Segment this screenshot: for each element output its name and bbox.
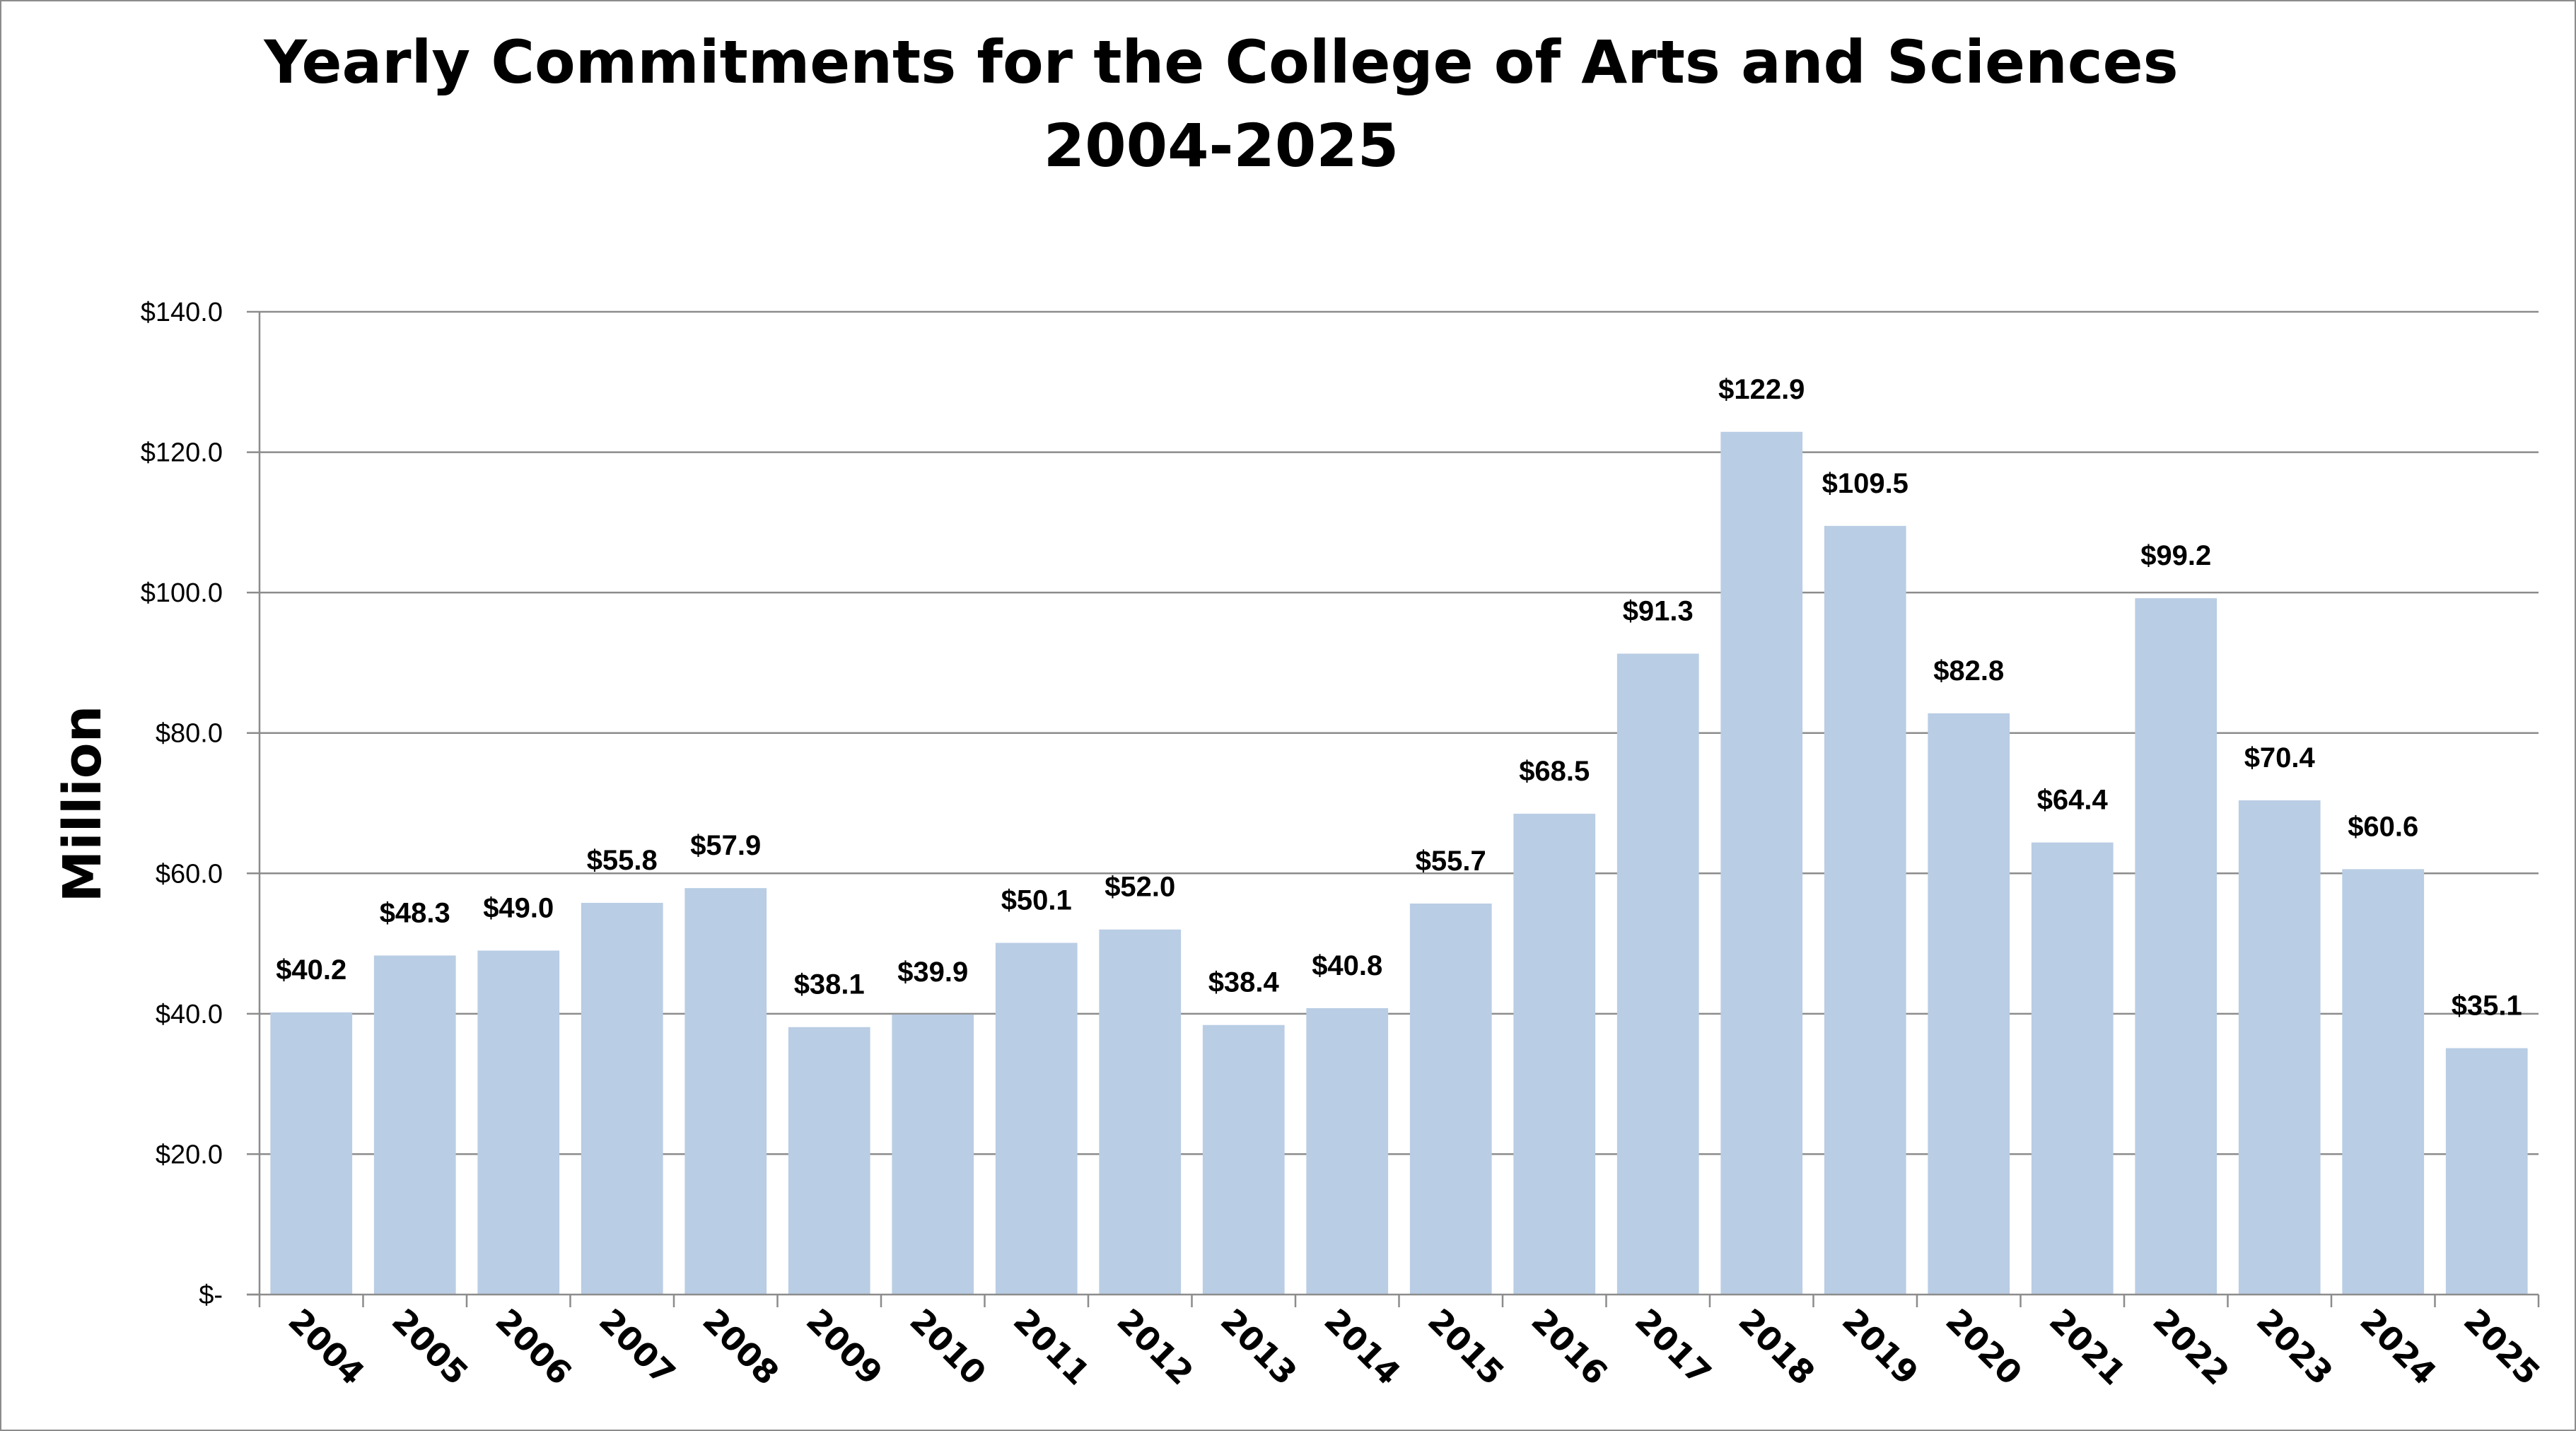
x-tick-label: 2010 [902, 1302, 993, 1393]
x-tick-label: 2017 [1628, 1302, 1719, 1393]
bar [995, 942, 1078, 1295]
x-tick-label: 2005 [385, 1302, 476, 1393]
data-label: $39.9 [897, 957, 968, 988]
x-tick-label: 2023 [2249, 1302, 2341, 1393]
bar [2445, 1048, 2528, 1295]
y-tick-label: $100.0 [141, 578, 223, 608]
data-label: $55.8 [587, 845, 658, 876]
bar [1409, 903, 1492, 1295]
x-tick-label: 2008 [695, 1302, 786, 1393]
data-label: $38.1 [794, 969, 865, 1000]
bar [1306, 1007, 1389, 1295]
y-tick-label: $60.0 [156, 859, 223, 889]
x-tick-label: 2016 [1524, 1302, 1615, 1393]
x-tick-label: 2015 [1421, 1302, 1512, 1393]
data-label: $50.1 [1001, 885, 1072, 916]
data-label: $109.5 [1822, 468, 1908, 499]
bar [373, 955, 456, 1295]
data-label: $40.8 [1312, 950, 1382, 981]
bar [684, 888, 767, 1295]
bar [892, 1014, 974, 1295]
x-tick-label: 2014 [1317, 1302, 1408, 1393]
data-label: $64.4 [2037, 785, 2109, 816]
x-tick-label: 2022 [2145, 1302, 2237, 1393]
bar [270, 1012, 353, 1295]
y-tick-label: $120.0 [141, 438, 223, 468]
data-label: $122.9 [1718, 374, 1805, 405]
y-tick-label: $40.0 [156, 1000, 223, 1029]
chart-title: Yearly Commitments for the College of Ar… [264, 28, 2179, 97]
bar [1616, 653, 1699, 1295]
x-tick-label: 2011 [1006, 1302, 1097, 1393]
bar [1513, 813, 1596, 1295]
data-label: $40.2 [276, 954, 346, 986]
x-tick-label: 2012 [1109, 1302, 1201, 1393]
x-tick-label: 2013 [1213, 1302, 1305, 1393]
data-label: $60.6 [2348, 811, 2418, 842]
data-label: $49.0 [483, 893, 554, 924]
data-label: $99.2 [2140, 540, 2211, 571]
y-tick-label: $20.0 [156, 1140, 223, 1169]
bar [1720, 431, 1803, 1295]
data-label: $48.3 [380, 897, 450, 928]
bar [477, 950, 560, 1295]
chart-subtitle: 2004-2025 [1043, 111, 1399, 180]
data-label: $55.7 [1416, 846, 1486, 877]
bar [788, 1027, 870, 1295]
bar [2031, 842, 2114, 1295]
x-tick-label: 2019 [1835, 1302, 1926, 1393]
y-tick-label: $- [199, 1280, 223, 1310]
bar [2135, 598, 2217, 1295]
x-tick-label: 2021 [2042, 1302, 2133, 1393]
bar [1099, 929, 1182, 1295]
x-tick-label: 2004 [281, 1302, 372, 1393]
data-label: $57.9 [690, 830, 761, 861]
y-tick-label: $80.0 [156, 719, 223, 749]
x-tick-label: 2018 [1731, 1302, 1822, 1393]
x-tick-label: 2006 [488, 1302, 579, 1393]
x-tick-label: 2009 [799, 1302, 890, 1393]
y-tick-label: $140.0 [141, 298, 223, 327]
x-tick-label: 2024 [2353, 1302, 2444, 1393]
data-label: $68.5 [1519, 756, 1590, 787]
data-label: $91.3 [1623, 596, 1694, 627]
data-label: $52.0 [1105, 872, 1175, 903]
bar [1928, 713, 2010, 1295]
data-label: $70.4 [2244, 742, 2316, 773]
x-tick-label: 2025 [2456, 1302, 2548, 1393]
bar [1824, 525, 1906, 1295]
data-label: $38.4 [1208, 967, 1280, 998]
x-tick-label: 2007 [592, 1302, 683, 1393]
data-label: $35.1 [2452, 991, 2522, 1022]
bar [2238, 800, 2321, 1295]
bar [1202, 1024, 1285, 1295]
bar [2342, 869, 2425, 1295]
x-tick-label: 2020 [1938, 1302, 2029, 1393]
data-label: $82.8 [1933, 655, 2004, 687]
bar [581, 902, 663, 1295]
